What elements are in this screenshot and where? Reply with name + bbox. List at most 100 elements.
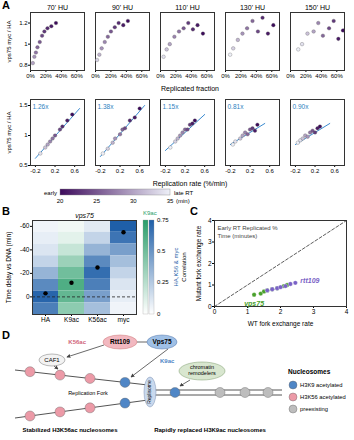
- svg-text:-0.2: -0.2: [30, 168, 41, 174]
- svg-text:0.5: 0.5: [157, 248, 166, 254]
- svg-text:Rtt109: Rtt109: [110, 338, 130, 345]
- svg-text:130' HU: 130' HU: [240, 4, 265, 11]
- svg-text:40%: 40%: [250, 73, 263, 79]
- svg-text:0: 0: [26, 293, 30, 300]
- svg-text:Mutant fork exchange rate: Mutant fork exchange rate: [195, 225, 203, 301]
- svg-text:60%: 60%: [266, 73, 279, 79]
- svg-text:Rapidly replaced H3K9ac nucleo: Rapidly replaced H3K9ac nucleosomes: [154, 427, 266, 433]
- svg-text:early: early: [44, 190, 57, 196]
- svg-text:1.38x: 1.38x: [98, 103, 115, 110]
- svg-text:60%: 60%: [136, 73, 149, 79]
- svg-text:3: 3: [208, 238, 212, 245]
- svg-text:25: 25: [93, 198, 100, 204]
- svg-text:1.2: 1.2: [19, 20, 28, 26]
- svg-text:0%: 0%: [156, 73, 165, 79]
- svg-text:2: 2: [279, 308, 283, 315]
- svg-text:3: 3: [312, 308, 316, 315]
- svg-text:90' HU: 90' HU: [112, 4, 133, 11]
- svg-text:Correlation: Correlation: [181, 252, 187, 281]
- svg-text:0%: 0%: [286, 73, 295, 79]
- svg-text:HA,K56 & myc: HA,K56 & myc: [173, 247, 179, 286]
- svg-text:150' HU: 150' HU: [305, 4, 330, 11]
- svg-text:20: 20: [57, 198, 64, 204]
- svg-text:1: 1: [246, 308, 250, 315]
- svg-text:Time (minutes): Time (minutes): [218, 233, 258, 239]
- svg-text:40%: 40%: [55, 73, 68, 79]
- svg-text:-40: -40: [20, 246, 30, 253]
- svg-text:0: 0: [208, 303, 212, 310]
- svg-text:0.2: 0.2: [246, 168, 255, 174]
- svg-text:40%: 40%: [315, 73, 328, 79]
- svg-text:late RT: late RT: [174, 190, 194, 196]
- svg-text:110' HU: 110' HU: [175, 4, 200, 11]
- svg-text:Vps75: Vps75: [152, 338, 172, 346]
- svg-text:1: 1: [24, 41, 28, 47]
- svg-text:1.26x: 1.26x: [33, 103, 50, 110]
- svg-text:K9ac: K9ac: [64, 316, 80, 323]
- svg-text:HA: HA: [41, 316, 51, 323]
- svg-text:2: 2: [208, 260, 212, 267]
- svg-text:myc: myc: [118, 316, 131, 324]
- svg-text:0.81x: 0.81x: [228, 103, 245, 110]
- svg-text:-60: -60: [20, 222, 30, 229]
- svg-text:Time delay vs DNA (min): Time delay vs DNA (min): [5, 232, 13, 304]
- svg-text:Early RT Replicated %: Early RT Replicated %: [218, 225, 279, 231]
- svg-text:60%: 60%: [201, 73, 214, 79]
- svg-text:Replication Fork: Replication Fork: [68, 390, 108, 396]
- svg-text:-20: -20: [20, 269, 30, 276]
- svg-text:rtt109: rtt109: [300, 277, 319, 284]
- svg-text:CAF1: CAF1: [44, 357, 60, 363]
- svg-text:0.6: 0.6: [136, 168, 145, 174]
- svg-text:4: 4: [345, 308, 349, 315]
- svg-text:chromatinremodelers: chromatinremodelers: [188, 364, 216, 376]
- svg-text:0.6: 0.6: [71, 168, 80, 174]
- svg-text:vps75 myc / HA: vps75 myc / HA: [6, 111, 12, 153]
- svg-text:0.25: 0.25: [157, 279, 169, 285]
- svg-text:vps75: vps75: [244, 300, 264, 308]
- svg-text:vps75: vps75: [75, 212, 94, 220]
- svg-text:30: 30: [130, 198, 137, 204]
- svg-text:preexisting: preexisting: [300, 406, 328, 412]
- svg-text:20%: 20%: [170, 73, 183, 79]
- svg-text:20%: 20%: [40, 73, 53, 79]
- svg-text:4: 4: [208, 217, 212, 224]
- svg-text:(min): (min): [176, 198, 190, 204]
- svg-text:0%: 0%: [221, 73, 230, 79]
- svg-text:K9ac: K9ac: [160, 358, 175, 364]
- svg-text:0.2: 0.2: [116, 168, 125, 174]
- svg-text:0.90x: 0.90x: [293, 103, 310, 110]
- svg-text:1.5: 1.5: [19, 102, 28, 108]
- svg-text:H3K9 acetylated: H3K9 acetylated: [300, 382, 343, 388]
- svg-text:0: 0: [157, 311, 161, 317]
- svg-text:20%: 20%: [105, 73, 118, 79]
- svg-text:Stabilized H3K56ac nucleosomes: Stabilized H3K56ac nucleosomes: [22, 427, 118, 433]
- svg-text:vps75 myc / HA: vps75 myc / HA: [6, 20, 12, 62]
- svg-text:0.2: 0.2: [311, 168, 320, 174]
- svg-text:K56ac: K56ac: [68, 339, 86, 345]
- svg-text:Replisome: Replisome: [146, 380, 152, 404]
- svg-text:70' HU: 70' HU: [47, 4, 68, 11]
- svg-text:0%: 0%: [91, 73, 100, 79]
- svg-text:-0.2: -0.2: [225, 168, 236, 174]
- svg-text:0.2: 0.2: [51, 168, 60, 174]
- svg-text:20%: 20%: [300, 73, 313, 79]
- svg-text:0.6: 0.6: [331, 168, 340, 174]
- svg-text:0.75: 0.75: [157, 217, 169, 223]
- svg-text:0.8: 0.8: [19, 62, 28, 68]
- svg-text:60%: 60%: [331, 73, 344, 79]
- svg-text:0.5: 0.5: [19, 162, 28, 168]
- svg-text:-0.2: -0.2: [95, 168, 106, 174]
- svg-text:H3K56 acetylated: H3K56 acetylated: [300, 394, 346, 400]
- svg-text:Nucleosomes: Nucleosomes: [288, 368, 331, 375]
- svg-text:40%: 40%: [185, 73, 198, 79]
- svg-text:1.15x: 1.15x: [163, 103, 180, 110]
- svg-text:60%: 60%: [71, 73, 84, 79]
- svg-text:0.6: 0.6: [201, 168, 210, 174]
- svg-text:0.2: 0.2: [181, 168, 190, 174]
- svg-text:K9ac: K9ac: [143, 210, 157, 216]
- svg-text:0: 0: [213, 308, 217, 315]
- svg-text:35: 35: [167, 198, 174, 204]
- svg-text:K56ac: K56ac: [88, 316, 107, 323]
- svg-text:20%: 20%: [235, 73, 248, 79]
- svg-text:1: 1: [24, 132, 28, 138]
